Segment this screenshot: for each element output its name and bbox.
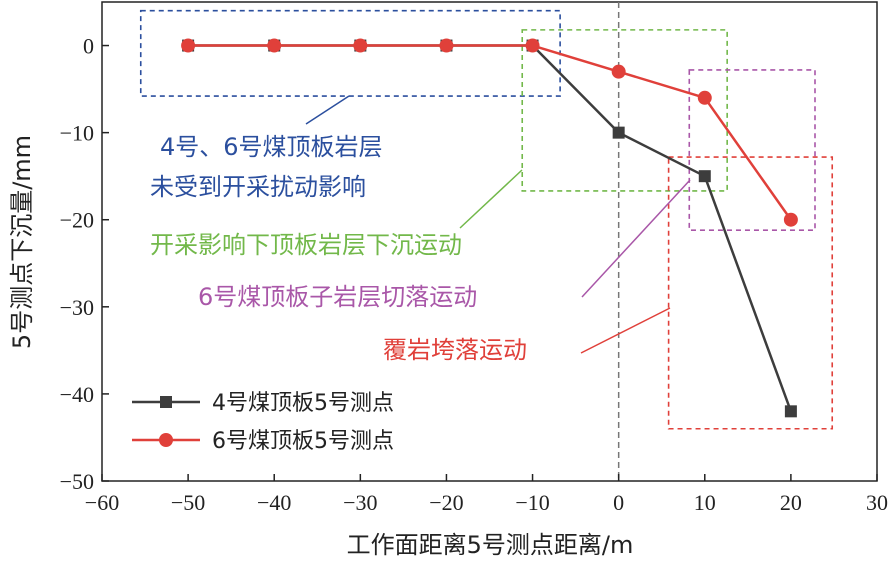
legend-item-series-2: 6号煤顶板5号测点 xyxy=(132,429,394,454)
annotation-caving: 覆岩垮落运动 xyxy=(383,336,527,364)
plot-frame xyxy=(101,1,878,482)
y-tick-label: −40 xyxy=(60,382,94,407)
axis-ticks: −60 −50 −40 −30 −20 −10 0 10 20 300−10−20−30−40−5… xyxy=(60,34,888,515)
x-axis-label: 工作面距离5号测点距离/m xyxy=(347,531,634,559)
leader-green xyxy=(459,169,523,229)
leader-blue xyxy=(305,95,350,125)
x-tick-label: 30 xyxy=(866,490,888,515)
annotation-cutting: 6号煤顶板子岩层切落运动 xyxy=(198,283,477,311)
annotation-unaffected-line1: 4号、6号煤顶板岩层 xyxy=(160,133,383,161)
legend-marker-series-2 xyxy=(159,433,173,447)
legend-label-series-1: 4号煤顶板5号测点 xyxy=(212,391,394,416)
series-line-2 xyxy=(188,44,792,221)
data-point-series-2 xyxy=(697,90,712,105)
data-point-series-2 xyxy=(353,38,368,53)
y-tick-label: −50 xyxy=(60,469,94,494)
region-box-4 xyxy=(667,156,834,430)
series-layer xyxy=(181,38,798,418)
x-tick-label: −40 xyxy=(257,490,291,515)
legend-item-series-1: 4号煤顶板5号测点 xyxy=(132,391,394,416)
y-tick-label: −30 xyxy=(60,295,94,320)
data-point-series-1 xyxy=(612,126,625,139)
y-axis-label: 5号测点下沉量/mm xyxy=(8,135,36,349)
x-tick-label: 0 xyxy=(613,490,624,515)
x-tick-label: 10 xyxy=(694,490,716,515)
x-tick-label: −60 xyxy=(85,490,119,515)
region-box-1 xyxy=(139,9,561,97)
y-tick-label: −10 xyxy=(60,121,94,146)
x-tick-label: −50 xyxy=(171,490,205,515)
annotation-unaffected-line2: 未受到开采扰动影响 xyxy=(150,173,366,201)
x-tick-label: −30 xyxy=(343,490,377,515)
leader-red xyxy=(580,307,671,354)
x-tick-label: −10 xyxy=(515,490,549,515)
legend-marker-series-1 xyxy=(160,396,172,408)
region-box-2 xyxy=(521,29,728,192)
annotation-leaders xyxy=(305,95,691,354)
data-point-series-2 xyxy=(611,64,626,79)
region-boxes xyxy=(139,9,834,430)
leader-purple xyxy=(581,179,691,298)
data-point-series-1 xyxy=(698,170,711,183)
legend: 4号煤顶板5号测点 6号煤顶板5号测点 xyxy=(132,391,394,454)
data-point-series-2 xyxy=(439,38,454,53)
data-point-series-2 xyxy=(525,38,540,53)
data-point-series-2 xyxy=(267,38,282,53)
x-tick-label: 20 xyxy=(780,490,802,515)
data-point-series-1 xyxy=(784,405,797,418)
annotation-subsidence: 开采影响下顶板岩层下沉运动 xyxy=(150,231,462,259)
data-point-series-2 xyxy=(181,38,196,53)
y-tick-label: 0 xyxy=(83,34,94,59)
data-point-series-2 xyxy=(783,212,798,227)
legend-label-series-2: 6号煤顶板5号测点 xyxy=(212,429,394,454)
x-tick-label: −20 xyxy=(429,490,463,515)
y-tick-label: −20 xyxy=(60,208,94,233)
